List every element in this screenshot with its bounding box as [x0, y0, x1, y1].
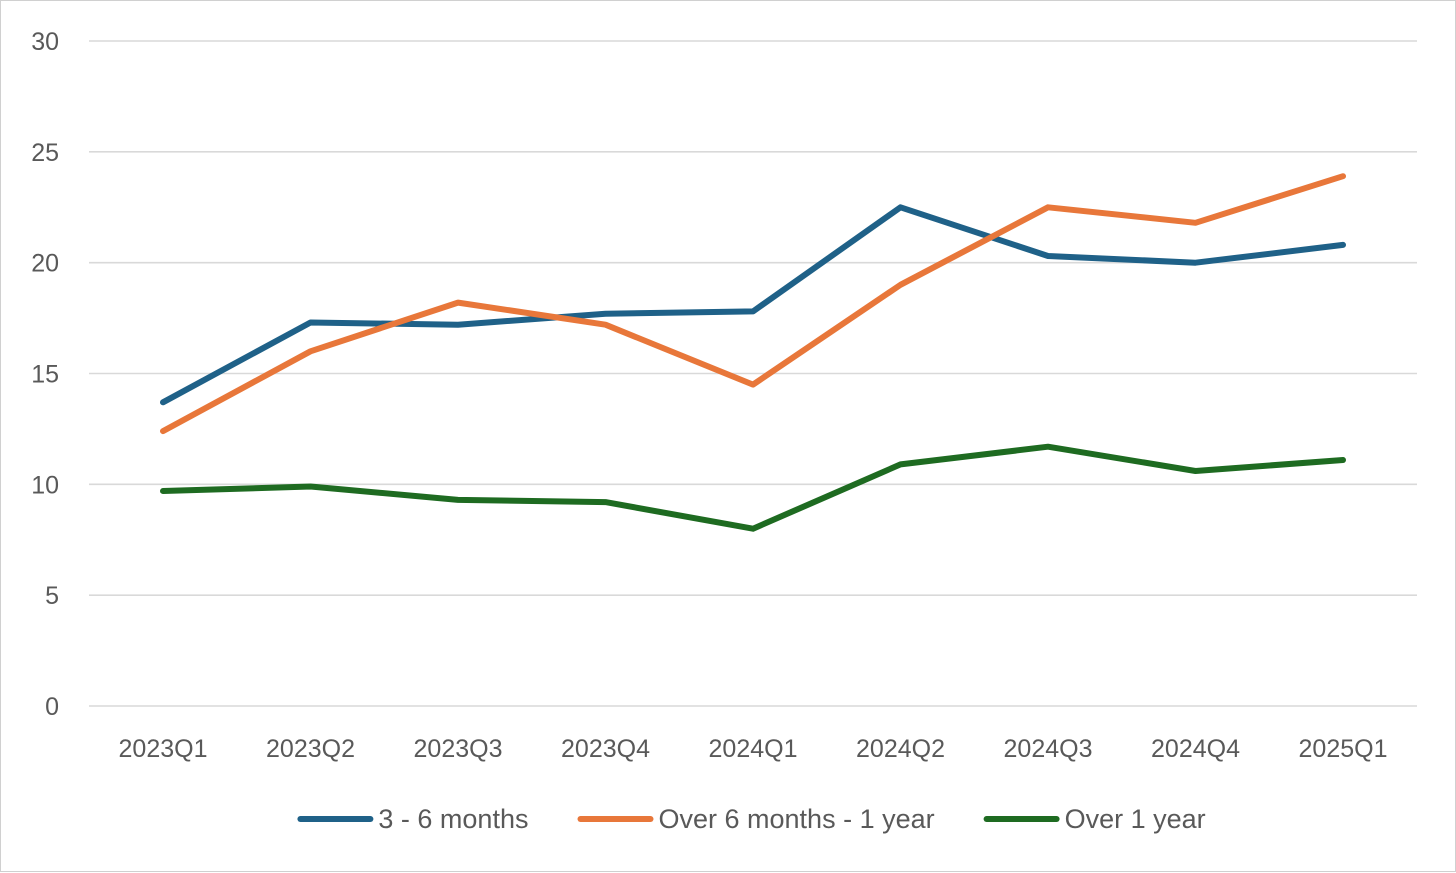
x-tick-label: 2024Q4 [1151, 735, 1240, 763]
x-tick-label: 2025Q1 [1299, 735, 1388, 763]
y-tick-label: 25 [31, 139, 59, 167]
x-tick-label: 2023Q4 [561, 735, 650, 763]
x-tick-label: 2023Q3 [414, 735, 503, 763]
series-line [163, 176, 1343, 431]
x-tick-label: 2024Q3 [1004, 735, 1093, 763]
x-tick-label: 2024Q2 [856, 735, 945, 763]
series-line [163, 447, 1343, 529]
legend-label: Over 1 year [1065, 804, 1206, 834]
x-axis-tick-labels: 2023Q1 2023Q2 2023Q3 2023Q4 2024Q1 2024Q2 2024… [119, 735, 1388, 763]
y-tick-label: 20 [31, 250, 59, 278]
y-tick-label: 5 [45, 582, 59, 610]
x-tick-label: 2023Q2 [266, 735, 355, 763]
y-tick-label: 0 [45, 693, 59, 721]
legend-item: Over 6 months - 1 year [581, 804, 935, 834]
legend-item: 3 - 6 months [300, 804, 528, 834]
y-axis-tick-labels: 0 5 10 15 20 25 30 [31, 28, 59, 721]
y-tick-label: 15 [31, 361, 59, 389]
legend: 3 - 6 months Over 6 months - 1 year Over 1… [300, 804, 1205, 834]
series-lines [163, 176, 1343, 529]
x-tick-label: 2023Q1 [119, 735, 208, 763]
y-tick-label: 10 [31, 471, 59, 499]
gridlines [89, 41, 1417, 706]
y-tick-label: 30 [31, 28, 59, 56]
legend-label: Over 6 months - 1 year [659, 804, 935, 834]
legend-item: Over 1 year [987, 804, 1206, 834]
x-tick-label: 2024Q1 [709, 735, 798, 763]
legend-label: 3 - 6 months [378, 804, 528, 834]
